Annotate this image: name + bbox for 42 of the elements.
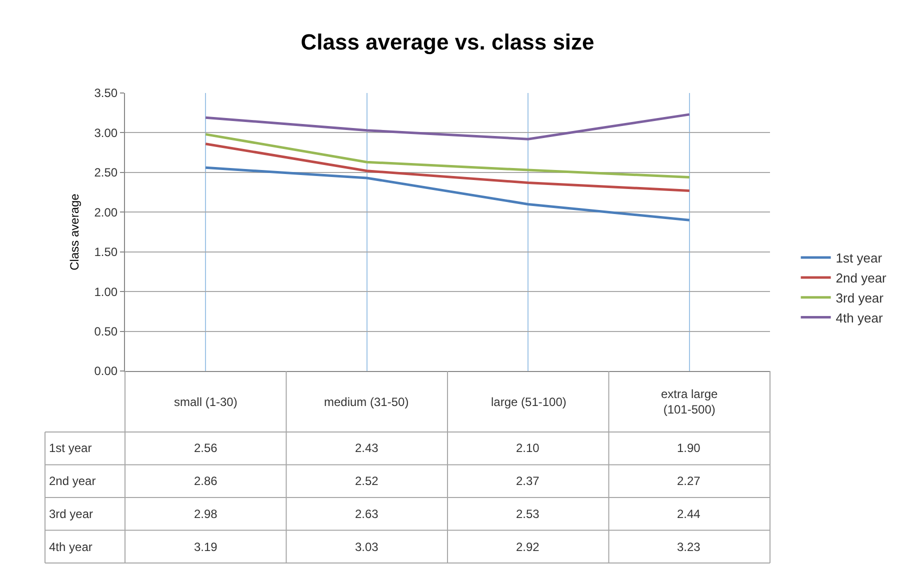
legend-label: 4th year <box>836 310 884 326</box>
data-label: 2.44 <box>677 507 701 521</box>
data-label: 3.23 <box>677 540 701 554</box>
text: 2nd year <box>49 474 96 488</box>
line-series <box>204 166 691 222</box>
data-label: 2.52 <box>355 474 379 488</box>
data-label: 2.53 <box>516 507 540 521</box>
text: 4th year <box>49 540 92 554</box>
y-tick-label: 1.50 <box>94 245 118 260</box>
data-label: 2.63 <box>355 507 379 521</box>
data-label: 2.98 <box>194 507 218 521</box>
text: 3rd year <box>49 507 94 521</box>
legend-label: 2nd year <box>836 270 888 286</box>
data-label: 2.56 <box>194 441 218 455</box>
data-label: 3.03 <box>355 540 379 554</box>
x-tick-label: large (51-100) <box>491 395 566 409</box>
y-tick-label: 3.00 <box>94 126 118 140</box>
legend-label: 1st year <box>836 250 883 266</box>
chart-title: Class average vs. class size <box>300 30 594 55</box>
data-label: 2.86 <box>194 474 218 488</box>
data-label: 2.37 <box>516 474 540 488</box>
y-tick-label: 0.50 <box>94 324 118 338</box>
line-series <box>204 113 691 140</box>
data-label: 2.43 <box>355 441 379 455</box>
text: 1st year <box>49 441 92 455</box>
data-label: 2.10 <box>516 441 540 455</box>
x-tick-label: extra large (101-500) <box>661 387 718 417</box>
data-label: 3.19 <box>194 540 218 554</box>
data-label: 2.92 <box>516 540 540 554</box>
y-tick-label: 0.00 <box>94 364 118 378</box>
legend-label: 3rd year <box>836 290 884 306</box>
y-tick-label: 2.00 <box>94 205 118 220</box>
data-label: 1.90 <box>677 441 701 455</box>
x-tick-label: small (1-30) <box>174 395 238 409</box>
x-tick-label: medium (31-50) <box>324 395 409 409</box>
y-tick-label: 1.00 <box>94 284 118 299</box>
data-label: 2.27 <box>677 474 701 488</box>
line-series <box>204 133 691 178</box>
y-tick-label: 3.50 <box>94 86 118 100</box>
y-tick-label: 2.50 <box>94 166 118 180</box>
line-series <box>204 142 691 192</box>
y-axis-title: Class average <box>68 193 82 270</box>
